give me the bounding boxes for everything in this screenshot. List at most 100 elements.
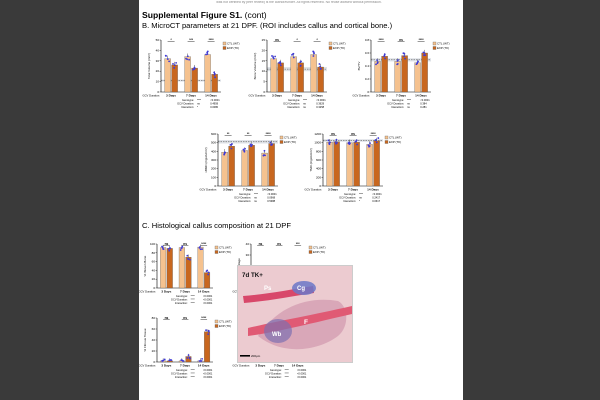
stats-significance: **** [191,298,195,302]
data-point [230,147,233,150]
data-point [186,357,189,359]
stats-p-value: 0.5388 [267,199,275,203]
stats-significance: ns [407,106,410,109]
chart-tmd: 0 200 400 600 800 1000 1200 TMD (mgHA/cm³) ns 3 D… [305,128,409,206]
x-category-label: 14 Days [205,94,217,98]
woven-bone-region [264,319,292,343]
duration-label: GCV Duration: [139,364,156,368]
figure-title-text: Supplemental Figure S1. [142,10,243,20]
stats-significance: **** [191,301,195,305]
bar-exp [421,52,428,93]
chart-bvtv: 0 0.2 0.4 0.6 0.8 BV/TV **** 3 Days ns 7 Days ****… [353,34,457,109]
data-point [335,138,338,141]
data-point [292,52,295,55]
data-point [384,57,386,60]
stats-p-value: 0.3258 [316,105,324,109]
significance-label: **** [209,38,215,42]
y-tick-label: 400 [211,149,216,153]
significance-label: ns [259,242,263,246]
cartilage-region [292,281,316,295]
stats-p-value: 0.0617 [372,199,380,203]
bar-exp [317,66,324,93]
bar-exp [277,62,284,93]
bar-ctl [310,54,317,93]
data-point [402,52,405,55]
duration-label: GCV Duration: [139,290,156,294]
y-tick-label: 40 [156,48,160,52]
bar-exp [401,55,408,93]
data-point [375,139,377,141]
legend-label: CTL (WT) [389,136,402,140]
significance-label: **** [371,132,377,136]
data-point [193,68,196,70]
legend-swatch-exp [328,46,333,50]
data-point [318,63,321,65]
legend-swatch-ctl [384,135,389,140]
duration-label: GCV Duration: [249,94,267,98]
data-point [279,62,282,65]
x-category-label: 14 Days [415,94,427,98]
legend-label: EXP (TK) [389,140,401,144]
chart-svg-bone-volume: 0 5 10 15 20 25 Bone Volume (mm³) ns 3 Days * 7 Da… [249,38,346,109]
data-point [199,246,201,248]
micrograph-label-wb: Wb [272,332,282,338]
data-point [335,142,337,145]
data-point [367,144,370,147]
stats-p-value: 0.0080 [210,105,218,109]
data-point [168,60,171,63]
stats-term: GCV Duration: [171,298,188,302]
stats-term: Interaction: [181,105,194,109]
legend-label: EXP (TK) [219,250,231,254]
data-point [243,150,246,153]
stats-p-value: <0.0001 [203,301,213,305]
bar-exp [297,62,304,93]
significance-label: **** [379,38,385,42]
bar-ctl [346,142,353,187]
y-tick-label: 0.8 [365,38,370,42]
legend-label: EXP (TK) [227,46,239,50]
significance-label: ns [275,38,279,42]
data-point [423,54,425,57]
bar-ctl [164,58,171,93]
stats-term: Interaction: [175,375,188,379]
data-point [375,63,377,66]
legend-label: CTL (WT) [227,42,240,46]
significance-label: ns [351,132,355,136]
data-point [376,62,379,65]
stats-p-value: 0.384 [420,102,427,106]
y-tick-label: 300 [211,158,216,162]
micrograph-label-tk: 7d TK+ [242,272,263,279]
data-point [320,67,322,70]
stats-significance: **** [191,372,195,376]
stats-term: Genotype: [288,98,300,102]
data-point [328,143,331,146]
data-point [213,73,216,76]
scale-bar-label: 200μm [251,354,261,358]
x-category-label: 3 Days [255,364,265,368]
legend-swatch-exp [432,46,437,50]
data-point [279,61,282,63]
data-point [348,141,350,144]
stats-p-value: <0.0001 [316,98,326,102]
data-point [312,50,315,53]
bar-exp [171,64,178,93]
stats-p-value: <0.0001 [203,372,213,376]
data-point [251,143,253,146]
y-axis-label: % Fibrous Tissue [143,328,147,351]
chart-bone-volume: 0 5 10 15 20 25 Bone Volume (mm³) ns 3 Days * 7 Da… [249,34,353,109]
y-tick-label: 10 [262,69,266,73]
data-point [329,141,331,144]
y-tick-label: 80 [152,251,156,255]
x-category-label: 14 Days [198,364,210,368]
bar-exp [204,331,211,363]
y-tick-label: 600 [316,158,321,162]
bar-exp [191,67,198,93]
stats-significance: ns [254,197,257,200]
y-tick-label: 0.4 [365,64,370,68]
y-tick-label: 30 [246,253,250,257]
chart-fibrous: 0 20 40 60 80 % Fibrous Tissue ns 3 Days ns 7 Day… [139,312,233,379]
stats-p-value: <0.0001 [267,192,277,196]
data-point [193,66,196,69]
stats-significance: ns [197,103,200,106]
bar-exp [248,145,255,187]
